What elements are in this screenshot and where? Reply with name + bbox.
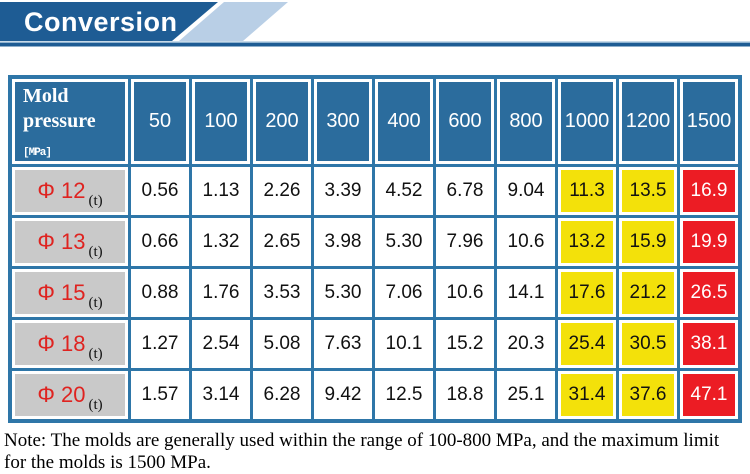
value-cell: 4.52 [375,167,433,215]
table-row-phi20: Φ 20 (t) 1.57 3.14 6.28 9.42 12.5 18.8 25… [12,371,738,419]
value-cell: 9.42 [314,371,372,419]
value-cell: 18.8 [436,371,494,419]
value-cell: 5.30 [375,218,433,266]
value-cell-yellow: 15.9 [619,218,677,266]
value-cell-yellow: 25.4 [558,320,616,368]
page-title: Conversion [24,7,178,37]
value-cell: 12.5 [375,371,433,419]
row-label-phi13: Φ 13 (t) [12,218,128,266]
pressure-conversion-table: Mold pressure [MPa] 50 100 200 300 400 6… [8,75,742,423]
value-cell: 14.1 [497,269,555,317]
value-cell: 0.88 [131,269,189,317]
value-cell: 1.57 [131,371,189,419]
table-row-phi15: Φ 15 (t) 0.88 1.76 3.53 5.30 7.06 10.6 14… [12,269,738,317]
column-header-1500: 1500 [680,79,738,164]
corner-unit-label: [MPa] [23,147,52,159]
corner-line2: pressure [MPa] [23,109,123,159]
value-cell: 2.26 [253,167,311,215]
value-cell: 10.6 [436,269,494,317]
table-row-phi12: Φ 12 (t) 0.56 1.13 2.26 3.39 4.52 6.78 9.… [12,167,738,215]
value-cell: 9.04 [497,167,555,215]
value-cell: 0.66 [131,218,189,266]
value-cell-red: 19.9 [680,218,738,266]
column-header-800: 800 [497,79,555,164]
row-label-text: Φ 20 [37,382,86,407]
value-cell-red: 38.1 [680,320,738,368]
row-label-sub: (t) [88,295,103,311]
banner-decoration [0,2,750,47]
value-cell-yellow: 37.6 [619,371,677,419]
column-header-1000: 1000 [558,79,616,164]
value-cell: 7.96 [436,218,494,266]
column-header-600: 600 [436,79,494,164]
value-cell-yellow: 13.2 [558,218,616,266]
row-label-phi20: Φ 20 (t) [12,371,128,419]
column-header-200: 200 [253,79,311,164]
value-cell-yellow: 17.6 [558,269,616,317]
row-label-text: Φ 13 [37,229,86,254]
value-cell-red: 26.5 [680,269,738,317]
value-cell: 3.53 [253,269,311,317]
row-label-sub: (t) [88,193,103,209]
row-label-phi12: Φ 12 (t) [12,167,128,215]
value-cell: 6.78 [436,167,494,215]
value-cell: 1.32 [192,218,250,266]
value-cell: 1.76 [192,269,250,317]
value-cell: 7.63 [314,320,372,368]
value-cell: 5.08 [253,320,311,368]
value-cell: 5.30 [314,269,372,317]
value-cell-yellow: 11.3 [558,167,616,215]
value-cell: 10.1 [375,320,433,368]
value-cell: 3.14 [192,371,250,419]
value-cell: 3.98 [314,218,372,266]
value-cell-yellow: 13.5 [619,167,677,215]
row-label-text: Φ 15 [37,280,86,305]
row-label-phi15: Φ 15 (t) [12,269,128,317]
value-cell-yellow: 31.4 [558,371,616,419]
column-header-300: 300 [314,79,372,164]
value-cell: 20.3 [497,320,555,368]
value-cell-yellow: 21.2 [619,269,677,317]
column-header-400: 400 [375,79,433,164]
value-cell: 6.28 [253,371,311,419]
header-row: Mold pressure [MPa] 50 100 200 300 400 6… [12,79,738,164]
title-banner: Conversion [0,0,750,47]
column-header-1200: 1200 [619,79,677,164]
corner-line1: Mold [23,85,69,107]
value-cell: 2.65 [253,218,311,266]
corner-header: Mold pressure [MPa] [12,79,128,164]
value-cell: 25.1 [497,371,555,419]
value-cell: 7.06 [375,269,433,317]
row-label-text: Φ 18 [37,331,86,356]
row-label-sub: (t) [88,244,103,260]
row-label-phi18: Φ 18 (t) [12,320,128,368]
value-cell: 1.27 [131,320,189,368]
value-cell: 0.56 [131,167,189,215]
conversion-table-wrapper: Mold pressure [MPa] 50 100 200 300 400 6… [8,75,742,423]
table-row-phi18: Φ 18 (t) 1.27 2.54 5.08 7.63 10.1 15.2 20… [12,320,738,368]
row-label-sub: (t) [88,346,103,362]
value-cell-red: 16.9 [680,167,738,215]
value-cell: 1.13 [192,167,250,215]
corner-pressure-label: pressure [23,110,96,132]
table-row-phi13: Φ 13 (t) 0.66 1.32 2.65 3.98 5.30 7.96 10… [12,218,738,266]
value-cell: 15.2 [436,320,494,368]
value-cell: 2.54 [192,320,250,368]
row-label-text: Φ 12 [37,178,86,203]
column-header-50: 50 [131,79,189,164]
row-label-sub: (t) [88,397,103,413]
value-cell: 10.6 [497,218,555,266]
column-header-100: 100 [192,79,250,164]
note-text: Note: The molds are generally used withi… [4,430,720,473]
value-cell-yellow: 30.5 [619,320,677,368]
value-cell: 3.39 [314,167,372,215]
value-cell-red: 47.1 [680,371,738,419]
